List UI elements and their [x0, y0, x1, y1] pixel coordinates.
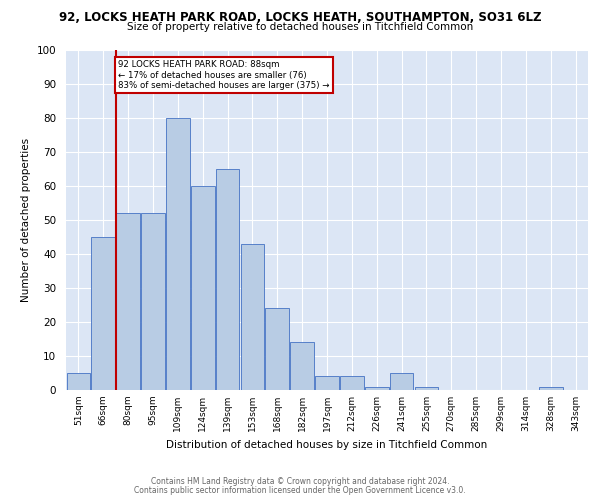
Text: 92, LOCKS HEATH PARK ROAD, LOCKS HEATH, SOUTHAMPTON, SO31 6LZ: 92, LOCKS HEATH PARK ROAD, LOCKS HEATH, … — [59, 11, 541, 24]
Bar — [315, 376, 339, 390]
Bar — [340, 376, 364, 390]
Bar — [539, 386, 563, 390]
X-axis label: Distribution of detached houses by size in Titchfield Common: Distribution of detached houses by size … — [166, 440, 488, 450]
Text: Contains public sector information licensed under the Open Government Licence v3: Contains public sector information licen… — [134, 486, 466, 495]
Bar — [415, 386, 438, 390]
Bar — [390, 373, 413, 390]
Bar — [191, 186, 215, 390]
Text: 92 LOCKS HEATH PARK ROAD: 88sqm
← 17% of detached houses are smaller (76)
83% of: 92 LOCKS HEATH PARK ROAD: 88sqm ← 17% of… — [118, 60, 330, 90]
Bar — [91, 237, 115, 390]
Bar — [241, 244, 264, 390]
Bar — [290, 342, 314, 390]
Bar — [216, 169, 239, 390]
Bar — [365, 386, 389, 390]
Bar — [166, 118, 190, 390]
Y-axis label: Number of detached properties: Number of detached properties — [21, 138, 31, 302]
Bar — [116, 213, 140, 390]
Text: Contains HM Land Registry data © Crown copyright and database right 2024.: Contains HM Land Registry data © Crown c… — [151, 478, 449, 486]
Bar — [67, 373, 90, 390]
Bar — [265, 308, 289, 390]
Text: Size of property relative to detached houses in Titchfield Common: Size of property relative to detached ho… — [127, 22, 473, 32]
Bar — [141, 213, 165, 390]
